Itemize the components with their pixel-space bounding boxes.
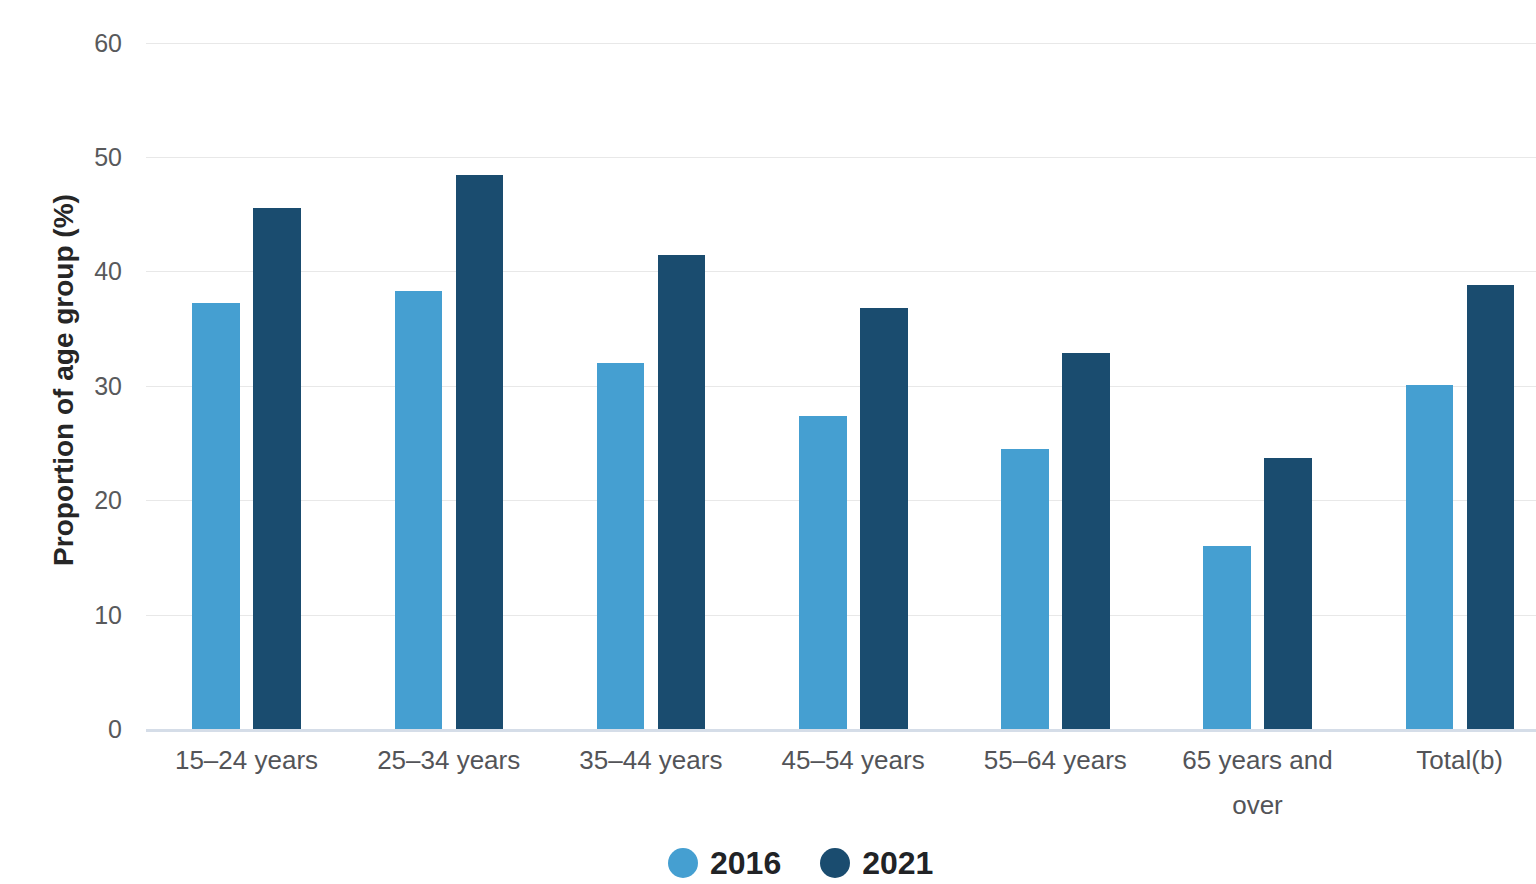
gridline (146, 157, 1536, 158)
bar-2016-4 (799, 416, 847, 729)
bar-2021-5 (1062, 353, 1110, 729)
bar-2016-3 (597, 363, 645, 729)
bar-2021-1 (253, 208, 301, 729)
bar-2016-2 (395, 291, 443, 729)
legend-item-2016: 2016 (668, 845, 781, 881)
x-axis-label: 55–64 years (954, 738, 1156, 783)
legend: 2016 2021 (668, 845, 933, 881)
legend-item-2021: 2021 (820, 845, 933, 881)
bar-chart: Proportion of age group (%) 010203040506… (0, 0, 1536, 884)
y-tick-label: 30 (0, 370, 122, 402)
y-tick-label: 10 (0, 599, 122, 631)
x-axis-label: 45–54 years (752, 738, 954, 783)
x-axis-label: Total(b) (1359, 738, 1536, 783)
bar-2021-3 (658, 255, 706, 729)
x-axis-label: 65 years and over (1157, 738, 1359, 828)
gridline (146, 271, 1536, 272)
legend-swatch-icon (668, 848, 698, 878)
y-tick-label: 40 (0, 255, 122, 287)
y-tick-label: 0 (0, 713, 122, 745)
bar-2016-1 (192, 303, 240, 729)
bar-2021-6 (1264, 458, 1312, 729)
bar-2016-5 (1001, 449, 1049, 729)
bar-2016-6 (1203, 546, 1251, 729)
legend-swatch-icon (820, 848, 850, 878)
bar-2016-7 (1406, 385, 1454, 729)
x-axis-label: 25–34 years (348, 738, 550, 783)
y-tick-label: 20 (0, 484, 122, 516)
bar-2021-7 (1467, 285, 1515, 729)
bar-2021-2 (456, 175, 504, 729)
gridline (146, 386, 1536, 387)
x-axis-label: 35–44 years (550, 738, 752, 783)
bar-2021-4 (860, 308, 908, 729)
y-tick-label: 50 (0, 141, 122, 173)
gridline (146, 43, 1536, 44)
legend-label: 2021 (862, 845, 933, 881)
x-axis-baseline (146, 729, 1536, 732)
y-tick-label: 60 (0, 27, 122, 59)
x-axis-label: 15–24 years (146, 738, 348, 783)
legend-label: 2016 (710, 845, 781, 881)
